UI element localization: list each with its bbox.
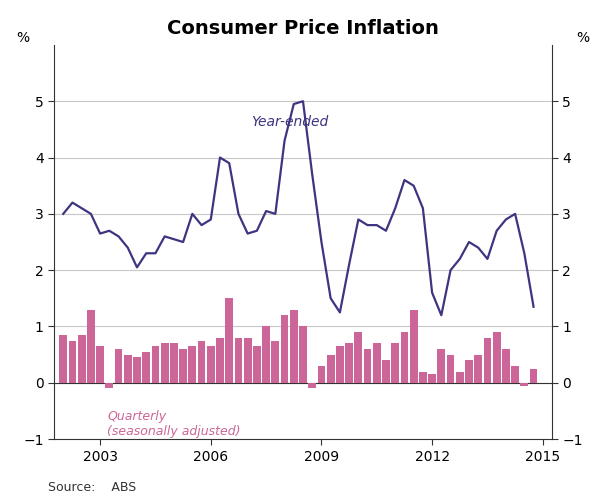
Bar <box>244 338 251 383</box>
Bar <box>336 346 344 383</box>
Bar <box>124 355 131 383</box>
Bar <box>410 309 418 383</box>
Text: %: % <box>17 31 30 45</box>
Bar <box>364 349 371 383</box>
Bar <box>106 383 113 388</box>
Bar <box>511 366 519 383</box>
Bar <box>484 338 491 383</box>
Bar <box>197 340 205 383</box>
Text: Source:    ABS: Source: ABS <box>48 481 136 494</box>
Bar <box>262 326 270 383</box>
Bar <box>465 360 473 383</box>
Text: Quarterly
(seasonally adjusted): Quarterly (seasonally adjusted) <box>107 410 241 438</box>
Bar <box>345 343 353 383</box>
Bar <box>520 383 528 386</box>
Bar <box>78 335 86 383</box>
Bar <box>179 349 187 383</box>
Bar <box>253 346 261 383</box>
Bar <box>281 315 289 383</box>
Bar <box>188 346 196 383</box>
Bar <box>428 374 436 383</box>
Bar <box>271 340 279 383</box>
Bar <box>401 332 409 383</box>
Bar <box>115 349 122 383</box>
Bar <box>161 343 169 383</box>
Bar <box>226 298 233 383</box>
Bar <box>87 309 95 383</box>
Bar <box>68 340 76 383</box>
Text: %: % <box>576 31 589 45</box>
Bar <box>437 349 445 383</box>
Bar <box>142 352 150 383</box>
Bar <box>133 357 141 383</box>
Bar <box>299 326 307 383</box>
Bar <box>355 332 362 383</box>
Bar <box>373 343 380 383</box>
Bar <box>327 355 335 383</box>
Bar <box>419 372 427 383</box>
Bar <box>456 372 464 383</box>
Bar <box>207 346 215 383</box>
Bar <box>96 346 104 383</box>
Bar <box>382 360 390 383</box>
Bar <box>475 355 482 383</box>
Bar <box>170 343 178 383</box>
Title: Consumer Price Inflation: Consumer Price Inflation <box>167 19 439 38</box>
Bar <box>317 366 325 383</box>
Bar <box>308 383 316 388</box>
Bar <box>216 338 224 383</box>
Bar <box>446 355 454 383</box>
Bar <box>502 349 510 383</box>
Bar <box>530 369 538 383</box>
Text: Year-ended: Year-ended <box>251 115 329 129</box>
Bar <box>235 338 242 383</box>
Bar <box>391 343 399 383</box>
Bar <box>290 309 298 383</box>
Bar <box>59 335 67 383</box>
Bar <box>152 346 160 383</box>
Bar <box>493 332 500 383</box>
